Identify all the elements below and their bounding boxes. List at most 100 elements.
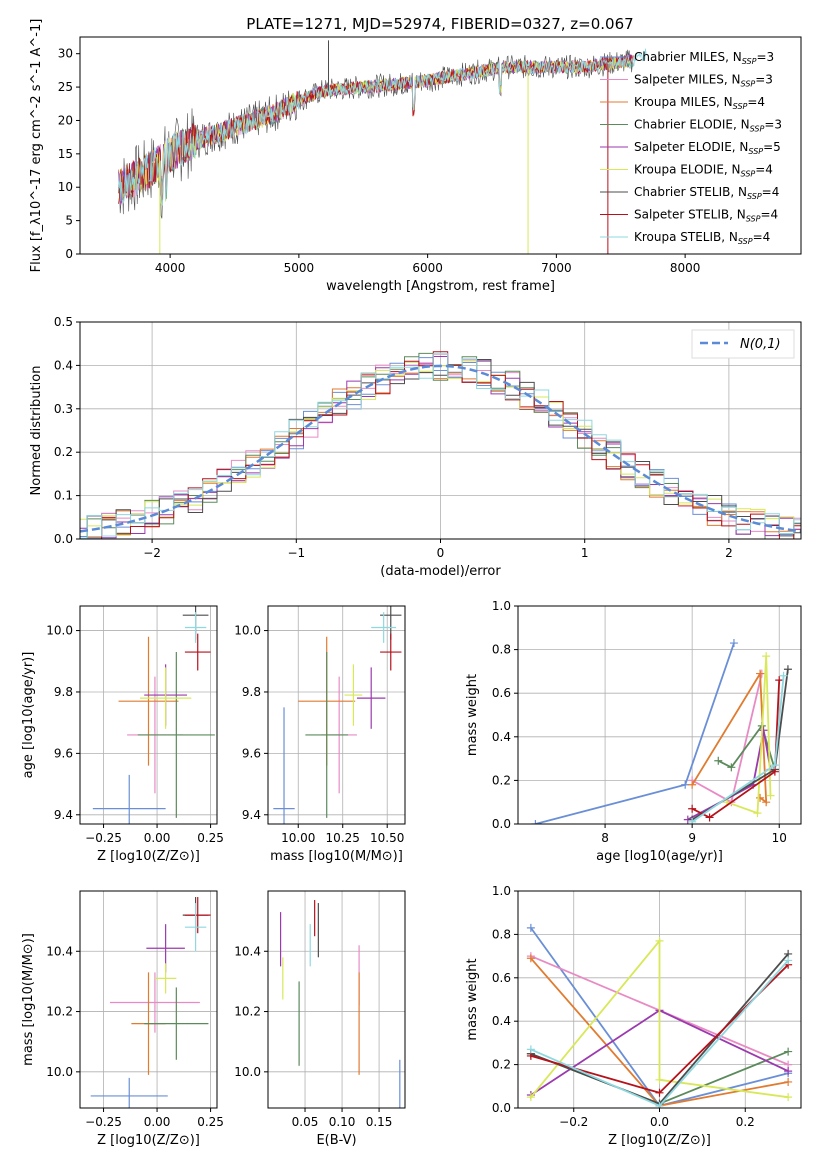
point-marker [784,1077,793,1086]
legend-label: Kroupa STELIB, NSSP=4 [634,230,770,246]
y-tick-label: 15 [58,147,73,161]
y-tick-label: 20 [58,113,73,127]
point-marker [784,1067,793,1076]
x-tick-label: −0.25 [85,1115,122,1129]
legend-label: Kroupa MILES, NSSP=4 [634,95,765,111]
y-tick-label: 10.2 [234,1005,261,1019]
point-marker [681,780,690,789]
age_vs_mass-panel: 10.00 10.25 10.50 9.4 9.6 9.8 10.0 mass [log10(… [234,605,406,864]
x-axis-label: age [log10(age/yr)] [596,849,723,864]
y-tick-label: 0.1 [54,489,73,503]
y-tick-label: 0.6 [492,686,511,700]
point-marker [705,813,714,822]
y-tick-label: 0.2 [492,773,511,787]
point-marker [531,820,540,824]
point-marker [714,756,723,765]
y-axis-label: mass weight [465,958,480,1040]
point-marker [779,671,788,680]
spectrum-marks [118,40,647,254]
histogram-series-8 [80,353,801,539]
y-tick-label: 25 [58,80,73,94]
y-tick-label: 10 [58,180,73,194]
y-tick-label: 0.2 [492,1058,511,1072]
y-tick-label: 9.6 [54,746,73,760]
spectrum-panel: Chabrier MILES, NSSP=3 Salpeter MILES, NS… [29,19,802,294]
x-tick-label: 0.15 [366,1115,393,1129]
axes-frame [517,605,802,825]
x-tick-label: 9 [688,831,696,845]
x-tick-label: 8000 [670,261,701,275]
x-tick-label: 0.10 [329,1115,356,1129]
point-marker [753,809,762,818]
y-tick-label: 0.0 [492,1101,511,1115]
y-tick-label: 10.2 [46,1005,73,1019]
x-tick-label: −0.2 [559,1115,588,1129]
y-tick-label: 0.2 [54,445,73,459]
y-tick-label: 0.4 [492,1014,511,1028]
weight-series-5 [726,656,772,815]
mass_vs_Z-panel: −0.25 0.00 0.25 10.0 10.2 10.4 Z [log10(Z/Z⊙)]… [21,890,224,1148]
x-tick-label: −2 [143,546,161,560]
x-tick-label: 0.00 [144,831,171,845]
point-marker [526,954,535,963]
y-tick-label: 1.0 [492,884,511,898]
x-axis-label: (data-model)/error [380,564,501,579]
point-marker [655,1075,664,1084]
y-tick-label: 0.3 [54,402,73,416]
x-tick-label: 4000 [155,261,186,275]
residuals-panel: N(0,1) −2 −1 0 1 2 0.0 0.1 0.2 0.3 0.4 0.5 (data-mod… [29,315,802,579]
x-tick-label: 0.25 [197,1115,224,1129]
axes-frame [79,36,802,255]
y-tick-label: 0.8 [492,643,511,657]
legend-label: Salpeter MILES, NSSP=3 [634,73,773,89]
legend-label: Salpeter ELODIE, NSSP=5 [634,140,781,156]
x-tick-label: 10 [772,831,787,845]
x-tick-label: 0.05 [292,1115,319,1129]
point-marker [762,798,771,807]
legend-label: Kroupa ELODIE, NSSP=4 [634,163,773,179]
y-tick-label: 0.5 [54,315,73,329]
y-tick-label: 10.4 [234,944,261,958]
x-tick-label: 10.50 [370,831,404,845]
y-tick-label: 0.0 [54,532,73,546]
spectrum-series-5 [118,55,634,206]
weight_vs_Z-marks [526,923,793,1108]
point-marker [759,726,768,735]
x-tick-label: 0.0 [650,1115,669,1129]
point-marker [762,652,771,661]
x-tick-label: 10.00 [281,831,315,845]
mass_vs_Z-marks [90,897,211,1108]
point-marker [688,817,697,824]
x-axis-label: mass [log10(M/M⊙)] [270,849,403,864]
point-marker [688,780,697,789]
point-marker [526,1045,535,1054]
y-tick-label: 10.0 [234,624,261,638]
x-tick-label: 10.25 [326,831,360,845]
weight_vs_age-panel: 8 9 10 0.0 0.2 0.4 0.6 0.8 1.0 age [log10(age/yr)… [465,599,802,864]
y-tick-label: 10.0 [46,1065,73,1079]
x-tick-label: 8 [601,831,609,845]
y-axis-label: age [log10(age/yr)] [21,652,36,779]
point-marker [729,639,738,648]
y-tick-label: 0.0 [492,817,511,831]
x-tick-label: 7000 [541,261,572,275]
x-tick-label: 0.25 [197,831,224,845]
axes-frame [267,890,406,1109]
gaussian-curve [80,364,801,533]
x-tick-label: −1 [287,546,305,560]
histogram-series-3 [80,352,801,539]
y-axis-label: Normed distribution [29,366,44,496]
x-axis-label: E(B-V) [316,1133,356,1148]
axes-frame [79,890,218,1109]
axes-frame [79,605,218,825]
point-marker [526,923,535,932]
age_vs_mass-marks [273,606,402,824]
x-tick-label: 2 [725,546,733,560]
weight-series-0 [535,642,735,824]
x-axis-label: Z [log10(Z/Z⊙)] [97,1133,200,1148]
y-tick-label: 10.0 [46,624,73,638]
point-marker [727,763,736,772]
age_vs_Z-marks [92,606,215,824]
weight-series-7 [691,680,781,819]
